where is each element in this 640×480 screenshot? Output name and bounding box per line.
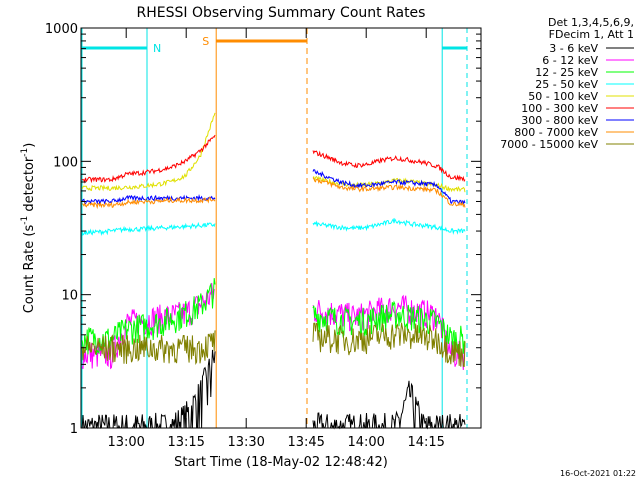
y-axis-label-mid: detector bbox=[22, 156, 37, 216]
detector-info-line1: Det 1,3,4,5,6,9, bbox=[548, 16, 634, 29]
series-line bbox=[312, 169, 466, 206]
saa-markers: S bbox=[202, 28, 308, 428]
series-line bbox=[312, 177, 466, 208]
chart-title: RHESSI Observing Summary Count Rates bbox=[137, 5, 426, 21]
x-axis-label: Start Time (18-May-02 12:48:42) bbox=[174, 455, 388, 470]
series-line bbox=[81, 221, 216, 236]
series-line bbox=[81, 330, 216, 366]
y-axis: 1 10 100 1000 bbox=[45, 22, 481, 437]
x-tick-label: 13:00 bbox=[107, 435, 144, 450]
night-markers: N bbox=[81, 28, 468, 428]
y-tick-label: 1 bbox=[70, 422, 78, 437]
y-axis-label: Count Rate (s-1 detector-1) bbox=[20, 143, 37, 314]
footer-date: 16-Oct-2021 01:22 bbox=[560, 469, 636, 478]
x-axis: 13:00 13:15 13:30 13:45 14:00 14:15 bbox=[107, 28, 445, 450]
series-line bbox=[312, 322, 466, 368]
legend-label: 100 - 300 keV bbox=[521, 102, 598, 115]
x-axis-label-date: 18-May-02 12:48:42 bbox=[251, 455, 383, 470]
series-line bbox=[312, 150, 466, 183]
legend-label: 6 - 12 keV bbox=[542, 54, 598, 67]
y-tick-label: 10 bbox=[61, 289, 78, 304]
legend-label: 7000 - 15000 keV bbox=[500, 138, 598, 151]
x-tick-label: 14:00 bbox=[347, 435, 384, 450]
legend-label: 25 - 50 keV bbox=[535, 78, 598, 91]
series-line bbox=[81, 349, 216, 430]
legend-label: 3 - 6 keV bbox=[549, 42, 598, 55]
y-axis-label-sup2: -1 bbox=[20, 148, 30, 157]
y-tick-label: 100 bbox=[53, 155, 78, 170]
x-axis-label-prefix: Start Time ( bbox=[174, 455, 251, 470]
legend-label: 800 - 7000 keV bbox=[514, 126, 598, 139]
y-tick-label: 1000 bbox=[45, 22, 78, 37]
series-line bbox=[81, 196, 216, 210]
series-line bbox=[81, 112, 216, 192]
legend-label: 50 - 100 keV bbox=[528, 90, 598, 103]
legend-label: 300 - 800 keV bbox=[521, 114, 598, 127]
series-line bbox=[81, 278, 216, 356]
y-axis-label-end: ) bbox=[22, 143, 37, 148]
series-line bbox=[81, 134, 216, 184]
x-tick-label: 14:15 bbox=[407, 435, 444, 450]
saa-label: S bbox=[202, 35, 209, 48]
series-line bbox=[312, 294, 466, 371]
plot-frame bbox=[80, 27, 482, 429]
night-label: N bbox=[153, 42, 161, 55]
x-tick-label: 13:45 bbox=[287, 435, 324, 450]
x-tick-label: 13:15 bbox=[167, 435, 204, 450]
detector-info-line2: FDecim 1, Att 1 bbox=[549, 28, 634, 41]
series-lines bbox=[81, 112, 466, 430]
series-line bbox=[312, 217, 466, 235]
y-axis-label-sup: -1 bbox=[20, 216, 30, 225]
y-axis-label-main: Count Rate (s bbox=[22, 225, 37, 314]
series-line bbox=[312, 175, 466, 193]
x-axis-label-suffix: ) bbox=[383, 455, 388, 470]
x-tick-label: 13:30 bbox=[227, 435, 264, 450]
legend-label: 12 - 25 keV bbox=[535, 66, 598, 79]
